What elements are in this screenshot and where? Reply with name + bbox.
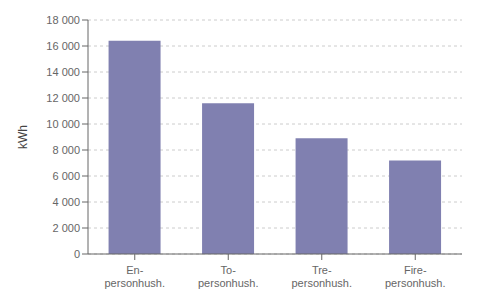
svg-text:14 000: 14 000 xyxy=(46,66,80,78)
svg-text:4 000: 4 000 xyxy=(52,196,80,208)
svg-text:16 000: 16 000 xyxy=(46,40,80,52)
svg-text:kWh: kWh xyxy=(16,125,30,149)
svg-text:10 000: 10 000 xyxy=(46,118,80,130)
svg-text:2 000: 2 000 xyxy=(52,222,80,234)
svg-text:6 000: 6 000 xyxy=(52,170,80,182)
svg-text:To-personhush.: To-personhush. xyxy=(198,264,259,289)
svg-text:Tre-personhush.: Tre-personhush. xyxy=(291,264,352,289)
svg-text:8 000: 8 000 xyxy=(52,144,80,156)
svg-text:18 000: 18 000 xyxy=(46,14,80,26)
svg-text:0: 0 xyxy=(74,248,80,260)
svg-text:12 000: 12 000 xyxy=(46,92,80,104)
svg-text:Fire-personhush.: Fire-personhush. xyxy=(385,264,446,289)
svg-text:En-personhush.: En-personhush. xyxy=(104,264,165,289)
